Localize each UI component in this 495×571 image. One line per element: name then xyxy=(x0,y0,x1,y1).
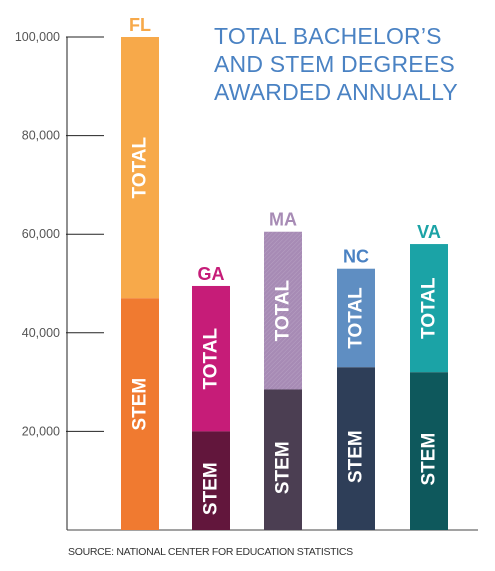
bar-stem-label-NC: STEM xyxy=(346,430,367,483)
category-label-NC: NC xyxy=(343,247,369,267)
bar-total-VA xyxy=(410,244,448,373)
category-label-VA: VA xyxy=(417,222,441,242)
bar-total-label-VA: TOTAL xyxy=(419,277,440,339)
y-tick-label-2: 60,000 xyxy=(22,227,60,241)
bar-stem-GA xyxy=(192,431,230,530)
bar-total-label-FL: TOTAL xyxy=(130,136,151,198)
category-label-MA: MA xyxy=(269,210,297,230)
bar-stem-FL xyxy=(121,298,159,530)
y-tick-label-3: 80,000 xyxy=(22,129,60,143)
y-tick-label-4: 100,000 xyxy=(15,30,60,44)
source-note: SOURCE: NATIONAL CENTER FOR EDUCATION ST… xyxy=(68,546,353,558)
y-tick-label-0: 20,000 xyxy=(22,424,60,438)
category-label-FL: FL xyxy=(129,15,151,35)
bar-stem-NC xyxy=(337,367,375,530)
bar-stem-VA xyxy=(410,372,448,530)
bar-stem-label-FL: STEM xyxy=(130,378,151,431)
chart-title-line-2: AND STEM DEGREES xyxy=(214,51,455,77)
bar-stem-label-GA: STEM xyxy=(201,462,222,515)
bar-stem-MA xyxy=(264,389,302,530)
y-tick-label-1: 40,000 xyxy=(22,326,60,340)
bar-total-FL xyxy=(121,37,159,299)
bar-total-GA xyxy=(192,285,230,432)
bar-total-label-NC: TOTAL xyxy=(346,287,367,349)
bar-total-label-GA: TOTAL xyxy=(201,328,222,390)
chart-title-line-3: AWARDED ANNUALLY xyxy=(214,79,458,105)
chart-title: TOTAL BACHELOR’S AND STEM DEGREES AWARDE… xyxy=(214,22,484,106)
bar-total-label-MA: TOTAL xyxy=(273,279,294,341)
bar-total-texture-MA xyxy=(264,231,302,390)
category-label-GA: GA xyxy=(198,264,225,284)
chart-title-line-1: TOTAL BACHELOR’S xyxy=(214,23,442,49)
bars: FL TOTAL STEM GA TOTAL STEM MA TOTAL STEM NC TOTAL… xyxy=(121,15,448,530)
bar-stem-label-MA: STEM xyxy=(273,441,294,494)
bar-total-NC xyxy=(337,268,375,368)
bar-stem-label-VA: STEM xyxy=(419,433,440,486)
